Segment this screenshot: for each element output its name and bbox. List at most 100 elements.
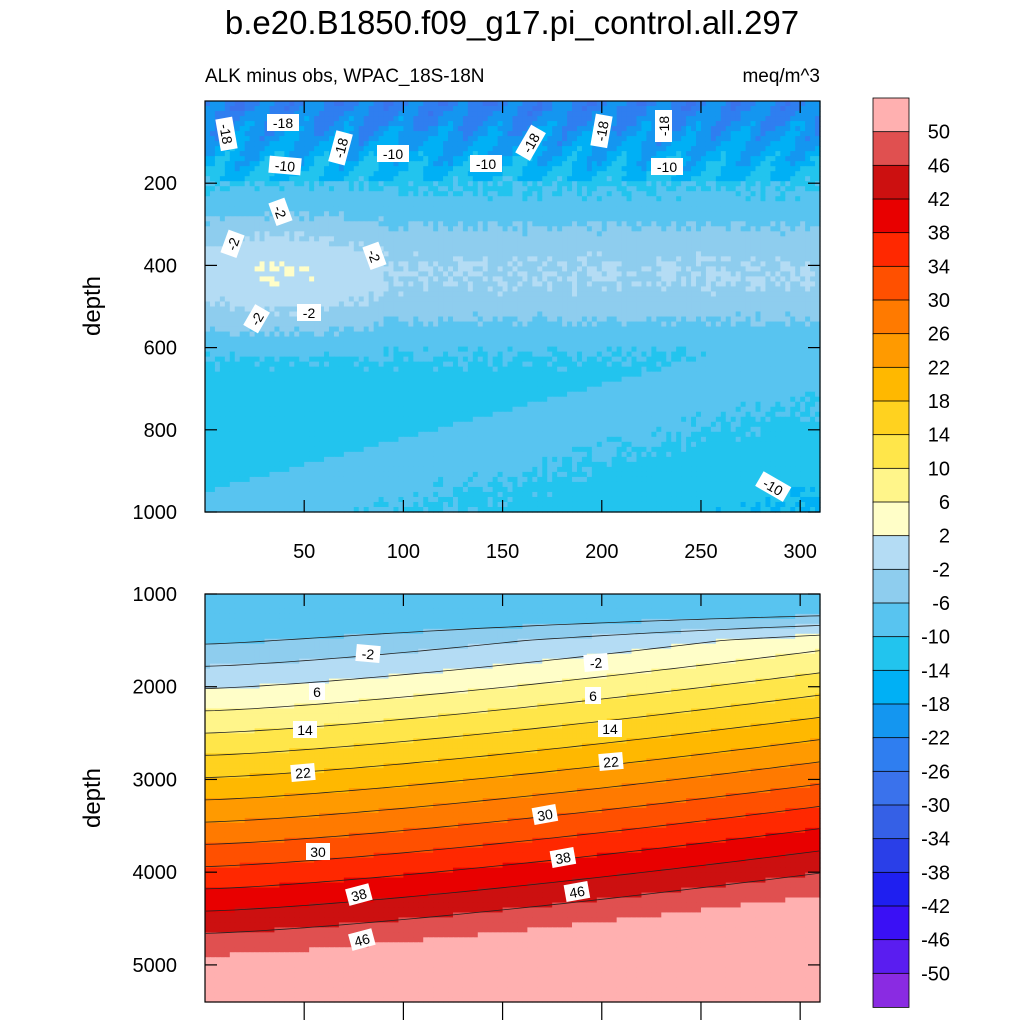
- contour-cell: [810, 191, 816, 197]
- contour-cell: [289, 191, 295, 197]
- contour-cell: [596, 216, 603, 222]
- contour-cell: [319, 266, 325, 273]
- contour-cell: [378, 161, 385, 167]
- contour-cell: [299, 191, 305, 197]
- contour-cell: [720, 131, 727, 137]
- contour-cell: [790, 176, 796, 182]
- contour-cell: [309, 156, 315, 162]
- contour-cell: [294, 251, 300, 257]
- contour-cell: [408, 231, 414, 237]
- contour-cell: [274, 261, 280, 267]
- contour-cell: [696, 161, 702, 167]
- contour-cell: [750, 176, 757, 182]
- contour-cell: [557, 146, 563, 152]
- contour-cell: [517, 206, 524, 212]
- contour-cell: [457, 116, 464, 122]
- contour-cell: [448, 296, 454, 303]
- contour-cell: [413, 116, 419, 122]
- contour-cell: [314, 136, 320, 142]
- contour-cell: [284, 186, 290, 192]
- contour-cell: [700, 251, 707, 257]
- contour-cell: [616, 146, 623, 152]
- contour-cell: [507, 231, 514, 237]
- contour-cell: [205, 241, 211, 247]
- contour-cell: [760, 216, 767, 222]
- contour-cell: [393, 121, 400, 127]
- contour-cell: [557, 231, 563, 237]
- contour-cell: [353, 191, 360, 197]
- contour-cell: [314, 176, 320, 182]
- contour-cell: [641, 221, 648, 227]
- contour-cell: [651, 221, 657, 227]
- contour-cell: [353, 301, 360, 308]
- contour-cell: [686, 231, 692, 237]
- contour-cell: [264, 136, 271, 142]
- contour-cell: [214, 216, 221, 222]
- contour-cell: [279, 281, 285, 288]
- contour-cell: [720, 141, 727, 147]
- contour-cell: [214, 291, 221, 298]
- contour-cell: [388, 131, 395, 137]
- contour-cell: [745, 121, 752, 127]
- contour-cell: [229, 156, 236, 162]
- contour-cell: [770, 101, 776, 107]
- contour-cell: [502, 111, 509, 117]
- contour-cell: [338, 171, 345, 177]
- contour-cell: [224, 271, 231, 278]
- contour-cell: [765, 146, 771, 152]
- contour-cell: [209, 286, 216, 293]
- contour-cell: [815, 236, 821, 242]
- contour-cell: [735, 221, 742, 227]
- contour-cell: [621, 121, 628, 127]
- contour-cell: [586, 131, 593, 137]
- contour-cell: [497, 216, 504, 222]
- contour-cell: [254, 261, 261, 267]
- contour-cell: [438, 186, 444, 192]
- contour-cell: [562, 151, 568, 157]
- contour-cell: [800, 231, 806, 237]
- contour-cell: [239, 186, 246, 192]
- contour-cell: [572, 241, 578, 247]
- contour-cell: [676, 126, 682, 132]
- contour-cell: [691, 281, 697, 288]
- contour-cell: [700, 171, 707, 177]
- contour-cell: [328, 246, 335, 252]
- contour-cell: [611, 291, 618, 298]
- contour-cell: [443, 126, 449, 132]
- contour-cell: [438, 296, 444, 303]
- contour-cell: [279, 186, 285, 192]
- contour-cell: [284, 201, 290, 207]
- contour-cell: [319, 211, 325, 217]
- contour-cell: [443, 146, 449, 152]
- contour-cell: [681, 271, 687, 278]
- contour-cell: [785, 271, 791, 278]
- contour-cell: [353, 276, 360, 283]
- contour-cell: [621, 146, 628, 152]
- contour-cell: [328, 136, 335, 142]
- contour-cell: [413, 186, 419, 192]
- contour-cell: [567, 156, 573, 162]
- contour-cell: [249, 266, 256, 273]
- contour-cell: [324, 221, 330, 227]
- contour-cell: [234, 161, 241, 167]
- contour-cell: [309, 226, 315, 232]
- contour-cell: [393, 211, 400, 217]
- contour-cell: [333, 221, 340, 227]
- contour-cell: [552, 231, 558, 237]
- contour-cell: [244, 261, 251, 267]
- contour-cell: [800, 271, 806, 278]
- contour-cell: [259, 136, 266, 142]
- contour-cell: [452, 271, 459, 278]
- contour-cell: [244, 206, 251, 212]
- contour-cell: [229, 116, 236, 122]
- contour-cell: [368, 201, 375, 207]
- contour-cell: [576, 266, 583, 273]
- contour-cell: [517, 251, 524, 257]
- contour-cell: [378, 116, 385, 122]
- contour-cell: [274, 291, 280, 298]
- contour-cell: [264, 256, 271, 262]
- contour-cell: [244, 146, 251, 152]
- contour-cell: [581, 251, 588, 257]
- contour-cell: [750, 181, 757, 187]
- contour-cell: [314, 206, 320, 212]
